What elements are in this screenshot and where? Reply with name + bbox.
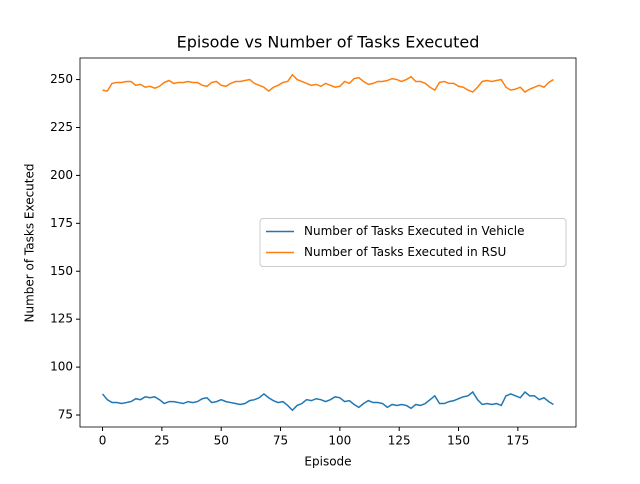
x-tick-label: 125 xyxy=(388,434,411,448)
data-line xyxy=(101,390,554,412)
y-tick-label: 250 xyxy=(50,72,73,86)
plot-frame xyxy=(79,57,577,428)
x-tick-label: 75 xyxy=(273,434,288,448)
data-line xyxy=(102,73,554,93)
y-tick-label: 150 xyxy=(50,264,73,278)
y-tick-label: 125 xyxy=(50,312,73,326)
y-tick-label: 75 xyxy=(58,408,73,422)
chart-title: Episode vs Number of Tasks Executed xyxy=(177,33,480,52)
x-axis-label: Episode xyxy=(304,455,351,469)
x-tick-label: 25 xyxy=(154,434,169,448)
y-tick-label: 100 xyxy=(50,360,73,374)
legend-label: Number of Tasks Executed in RSU xyxy=(304,245,506,259)
x-tick-label: 150 xyxy=(447,434,470,448)
legend-box xyxy=(259,218,567,267)
y-tick-label: 225 xyxy=(50,120,73,134)
legend-label: Number of Tasks Executed in Vehicle xyxy=(304,224,524,238)
x-tick-label: 100 xyxy=(328,434,351,448)
x-tick-label: 175 xyxy=(506,434,529,448)
y-tick-label: 175 xyxy=(50,216,73,230)
y-tick-label: 200 xyxy=(50,168,73,182)
x-tick-label: 0 xyxy=(99,434,107,448)
x-tick-label: 50 xyxy=(214,434,229,448)
y-axis-label: Number of Tasks Executed xyxy=(23,164,37,323)
